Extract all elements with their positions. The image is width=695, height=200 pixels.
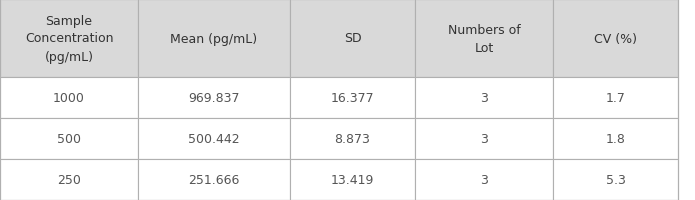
Bar — [138, 0, 290, 78]
Text: 969.837: 969.837 — [188, 92, 240, 104]
Text: 500.442: 500.442 — [188, 132, 240, 145]
Text: 16.377: 16.377 — [331, 92, 375, 104]
Bar — [553, 159, 678, 200]
Text: 5.3: 5.3 — [605, 173, 626, 186]
Bar — [553, 78, 678, 118]
Text: 250: 250 — [57, 173, 81, 186]
Text: 3: 3 — [480, 132, 488, 145]
Text: 500: 500 — [57, 132, 81, 145]
Bar — [0, 78, 138, 118]
Text: 8.873: 8.873 — [334, 132, 370, 145]
Bar — [0, 0, 138, 78]
Bar — [415, 118, 553, 159]
Text: 1.8: 1.8 — [605, 132, 626, 145]
Bar — [138, 159, 290, 200]
Bar — [0, 159, 138, 200]
Bar — [0, 118, 138, 159]
Text: Mean (pg/mL): Mean (pg/mL) — [170, 32, 258, 45]
Text: 13.419: 13.419 — [331, 173, 374, 186]
Text: 251.666: 251.666 — [188, 173, 240, 186]
Bar — [138, 118, 290, 159]
Bar — [415, 0, 553, 78]
Text: Sample
Concentration
(pg/mL): Sample Concentration (pg/mL) — [25, 14, 113, 63]
Bar — [553, 118, 678, 159]
Bar — [290, 78, 415, 118]
Bar — [553, 0, 678, 78]
Bar — [415, 78, 553, 118]
Text: SD: SD — [344, 32, 361, 45]
Bar — [290, 159, 415, 200]
Bar — [290, 118, 415, 159]
Bar — [290, 0, 415, 78]
Text: CV (%): CV (%) — [594, 32, 637, 45]
Text: 1000: 1000 — [53, 92, 85, 104]
Text: Numbers of
Lot: Numbers of Lot — [448, 23, 521, 54]
Bar — [415, 159, 553, 200]
Text: 3: 3 — [480, 92, 488, 104]
Text: 3: 3 — [480, 173, 488, 186]
Bar — [138, 78, 290, 118]
Text: 1.7: 1.7 — [605, 92, 626, 104]
